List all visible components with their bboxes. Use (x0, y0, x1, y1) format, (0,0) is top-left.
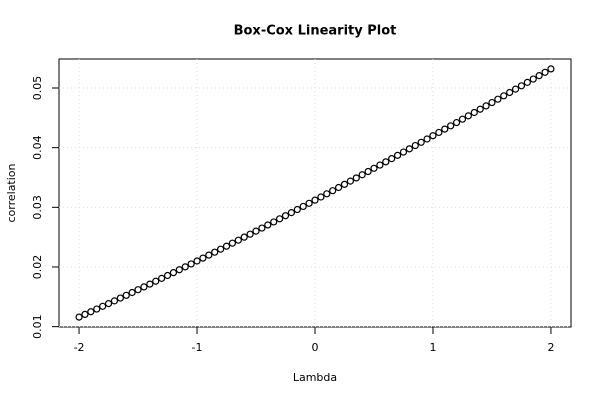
point (464, 112, 472, 120)
point (334, 183, 343, 192)
x-tick-label: 2 (547, 341, 554, 354)
point (258, 224, 266, 232)
point (547, 65, 555, 73)
point (382, 158, 390, 166)
point (305, 199, 313, 207)
point (264, 221, 272, 229)
point (523, 78, 531, 86)
point (476, 105, 484, 113)
point (452, 118, 461, 127)
point (423, 135, 431, 143)
point (217, 245, 225, 253)
point (240, 233, 248, 241)
x-tick-label: 0 (312, 341, 319, 354)
point (276, 215, 284, 223)
point (128, 288, 136, 297)
point (199, 254, 207, 262)
point (388, 155, 396, 163)
point (317, 193, 325, 201)
point (228, 239, 237, 247)
point (447, 122, 455, 130)
point (323, 190, 331, 198)
point (535, 72, 543, 80)
point (87, 308, 95, 316)
y-tick-label: 0.05 (31, 76, 44, 101)
point (399, 148, 408, 156)
point (158, 274, 166, 282)
point (429, 132, 437, 140)
point (152, 277, 160, 285)
point (541, 68, 549, 76)
point (163, 271, 172, 280)
point (246, 230, 254, 238)
y-axis-title: correlation (5, 163, 18, 222)
point (299, 202, 307, 211)
y-tick-label: 0.01 (31, 314, 44, 339)
point (458, 115, 467, 123)
point (517, 82, 526, 90)
point (187, 260, 195, 268)
point (93, 305, 101, 313)
point (169, 269, 178, 277)
x-axis-title: Lambda (293, 371, 337, 384)
point (104, 300, 113, 308)
point (393, 151, 402, 159)
point (140, 283, 148, 291)
point (134, 286, 142, 294)
x-tick-label: -1 (192, 341, 203, 354)
y-tick-label: 0.03 (31, 195, 44, 220)
point (435, 128, 443, 137)
point (211, 248, 219, 256)
point (146, 280, 154, 288)
point (193, 257, 201, 265)
point (506, 88, 514, 97)
point (293, 205, 301, 214)
point (500, 92, 508, 100)
x-tick-label: 1 (429, 341, 436, 354)
point (110, 297, 119, 305)
point (482, 102, 490, 110)
point (287, 209, 296, 217)
point (175, 266, 183, 274)
point (411, 141, 419, 150)
point (488, 98, 496, 107)
point (358, 171, 366, 179)
point (116, 294, 124, 302)
point (329, 187, 337, 195)
point (376, 161, 384, 169)
point (441, 125, 449, 133)
x-tick-label: -2 (74, 341, 85, 354)
point (311, 196, 319, 204)
point (352, 174, 360, 182)
y-tick-label: 0.02 (31, 255, 44, 280)
point (122, 291, 130, 299)
point (75, 313, 83, 321)
point (281, 212, 290, 220)
point (222, 242, 231, 250)
point (252, 227, 260, 235)
point (81, 310, 89, 319)
point (494, 95, 502, 103)
point (529, 75, 537, 83)
point (511, 85, 520, 93)
point (370, 164, 378, 172)
point (205, 251, 213, 259)
point (364, 167, 372, 176)
point (417, 138, 425, 146)
point (470, 108, 478, 117)
point (270, 218, 278, 226)
chart-title: Box-Cox Linearity Plot (234, 24, 397, 39)
point (99, 302, 107, 310)
point (346, 177, 354, 185)
point (340, 180, 349, 188)
point (405, 145, 413, 153)
y-tick-label: 0.04 (31, 135, 44, 160)
point (181, 263, 189, 271)
point (234, 236, 242, 244)
